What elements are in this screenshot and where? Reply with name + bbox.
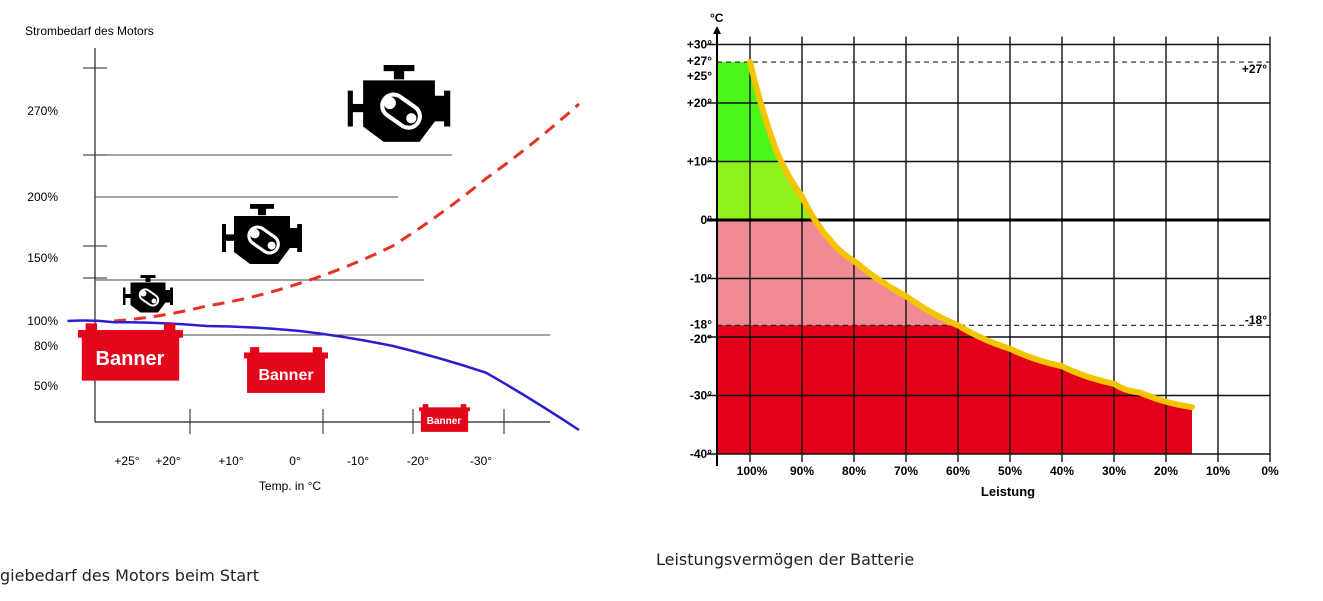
right-y-tick-label: +10°: [687, 155, 712, 169]
right-y-tick-label: +30°: [687, 38, 712, 52]
right-x-axis-label: Leistung: [981, 484, 1035, 499]
right-x-tick-label: 100%: [737, 464, 768, 478]
left-x-tick-label: -30°: [470, 454, 492, 468]
annotation-minus18: -18°: [1245, 313, 1267, 327]
engine-icon: [347, 65, 451, 142]
right-x-tick-label: 80%: [842, 464, 866, 478]
up-arrow-icon: [713, 26, 721, 34]
right-x-tick-label: 90%: [790, 464, 814, 478]
engine-icon: [222, 204, 302, 264]
right-y-tick-label: -30°: [690, 389, 712, 403]
right-x-tick-label: 0%: [1261, 464, 1279, 478]
right-x-tick-label: 10%: [1206, 464, 1230, 478]
right-y-tick-label: -40°: [690, 447, 712, 461]
left-x-tick-label: -10°: [347, 454, 369, 468]
left-y-tick-label: 80%: [34, 339, 58, 353]
right-x-tick-label: 30%: [1102, 464, 1126, 478]
right-y-tick-label: -10°: [690, 272, 712, 286]
right-capacity-curve: [747, 59, 1195, 411]
left-x-tick-label: 0°: [289, 454, 301, 468]
battery-capacity-line: [67, 319, 580, 432]
right-temperature-zones: [717, 62, 1192, 454]
left-x-tick-labels: +25° +20° +10° 0° -10° -20° -30°: [114, 454, 492, 468]
left-y-tick-label: 100%: [27, 314, 58, 328]
right-caption: Leistungsvermögen der Batterie: [656, 550, 915, 569]
right-y-tick-label: +25°: [687, 69, 712, 83]
left-y-tick-label: 270%: [27, 104, 58, 118]
zone-red: [717, 325, 1192, 454]
left-y-tick-label: 50%: [34, 379, 58, 393]
current-demand-line: [113, 102, 580, 323]
battery-label: Banner: [258, 367, 313, 384]
right-y-tick-labels: +30° +27°+25° +20° +10° 0° -10° -18°-20° -30° -4…: [687, 38, 712, 462]
zone-lime: [717, 161, 817, 220]
capacity-curve-line: [747, 59, 1195, 411]
left-y-tick-label: 200%: [27, 190, 58, 204]
right-y-tick-label: -20°: [690, 332, 712, 346]
battery-capacity-chart: +30°+27°+25°+20°+10°0°-10°-18°-20°-30°-4…: [687, 11, 1279, 499]
right-y-tick-label: +27°: [687, 54, 712, 68]
left-series-lines: [67, 102, 580, 432]
right-grid: [707, 30, 1271, 466]
battery-label: Banner: [96, 348, 165, 370]
right-x-tick-label: 20%: [1154, 464, 1178, 478]
left-x-tick-label: +20°: [155, 454, 180, 468]
left-x-tick-label: -20°: [407, 454, 429, 468]
engine-icon: [123, 275, 173, 313]
right-x-tick-label: 40%: [1050, 464, 1074, 478]
zone-pink: [717, 220, 958, 326]
battery-label: Banner: [427, 416, 462, 427]
right-y-tick-label: -18°: [690, 317, 712, 331]
right-y-axis-label: °C: [710, 11, 724, 25]
left-y-tick-label: 150%: [27, 251, 58, 265]
left-x-tick-label: +10°: [218, 454, 243, 468]
left-chart-title: Strombedarf des Motors: [25, 24, 154, 38]
left-x-axis-label: Temp. in °C: [259, 479, 321, 493]
left-x-tick-label: +25°: [114, 454, 139, 468]
right-x-tick-label: 50%: [998, 464, 1022, 478]
right-y-tick-label: 0°: [701, 213, 713, 227]
right-y-tick-label: +20°: [687, 96, 712, 110]
left-caption: giebedarf des Motors beim Start: [0, 566, 259, 585]
left-y-tick-labels: 270% 200% 150% 100% 80% 50%: [27, 104, 58, 393]
right-x-tick-labels: 100% 90% 80% 70% 60% 50% 40% 30% 20% 10% 0%: [737, 464, 1279, 478]
right-x-tick-label: 60%: [946, 464, 970, 478]
right-x-tick-label: 70%: [894, 464, 918, 478]
engine-demand-chart: Strombedarf des Motors 270% 200% 150% 100% 8…: [25, 24, 580, 493]
annotation-plus27: +27°: [1242, 62, 1267, 76]
